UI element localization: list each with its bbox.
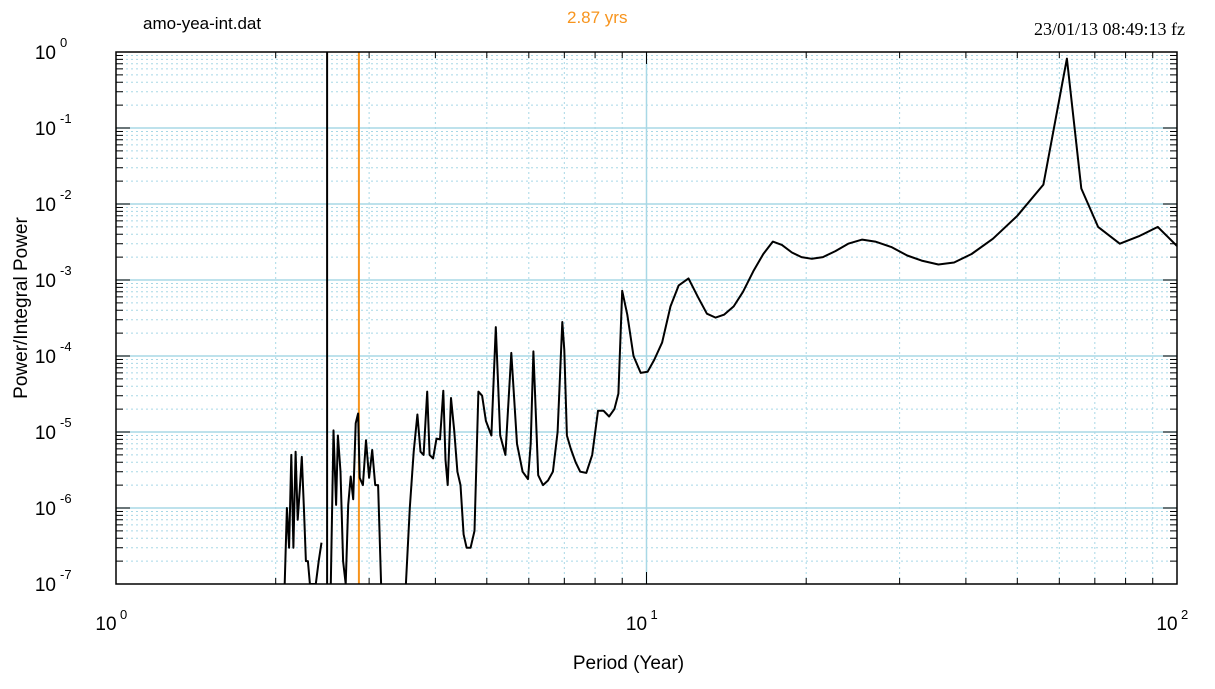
x-tick-label-base: 10 bbox=[95, 614, 116, 635]
x-tick-label-exponent: 2 bbox=[1181, 607, 1188, 622]
y-tick-label-base: 10 bbox=[35, 575, 56, 596]
y-tick-label-base: 10 bbox=[35, 347, 56, 368]
vertical-markers bbox=[326, 52, 360, 584]
data-series bbox=[283, 57, 1177, 584]
y-tick-label-exponent: -1 bbox=[60, 111, 72, 126]
x-tick-label-exponent: 0 bbox=[120, 607, 127, 622]
y-tick-label-exponent: -5 bbox=[60, 415, 72, 430]
x-axis-label: Period (Year) bbox=[572, 653, 685, 674]
x-tick-label-exponent: 1 bbox=[651, 607, 658, 622]
series-line-1 bbox=[283, 450, 323, 584]
y-tick-label-exponent: -7 bbox=[60, 567, 72, 582]
x-tick-label-base: 10 bbox=[626, 614, 647, 635]
y-tick-label-base: 10 bbox=[35, 43, 56, 64]
series-line-3 bbox=[404, 57, 1177, 584]
axis-tick-labels: 10 0 10 1 10 2 10 0 10 -1 10 -2 10 -3 10 -4 10 -5 10 -6 10 -7 bbox=[35, 35, 1188, 635]
marker-period-label: 2.87 yrs bbox=[567, 8, 628, 27]
grid bbox=[116, 52, 1177, 584]
y-tick-label-exponent: -2 bbox=[60, 187, 72, 202]
y-tick-label-exponent: -6 bbox=[60, 491, 72, 506]
y-tick-label-base: 10 bbox=[35, 499, 56, 520]
y-tick-label-exponent: -4 bbox=[60, 339, 72, 354]
y-tick-label-base: 10 bbox=[35, 195, 56, 216]
y-tick-label-exponent: 0 bbox=[60, 35, 67, 50]
y-axis-label: Power/Integral Power bbox=[11, 217, 32, 399]
x-tick-label-base: 10 bbox=[1156, 614, 1177, 635]
y-tick-label-exponent: -3 bbox=[60, 263, 72, 278]
axis-ticks bbox=[115, 52, 1177, 585]
timestamp: 23/01/13 08:49:13 fz bbox=[1034, 19, 1185, 39]
file-name: amo-yea-int.dat bbox=[143, 14, 262, 33]
y-tick-label-base: 10 bbox=[35, 271, 56, 292]
series-line-2 bbox=[329, 412, 388, 584]
y-tick-label-base: 10 bbox=[35, 423, 56, 444]
y-tick-label-base: 10 bbox=[35, 119, 56, 140]
